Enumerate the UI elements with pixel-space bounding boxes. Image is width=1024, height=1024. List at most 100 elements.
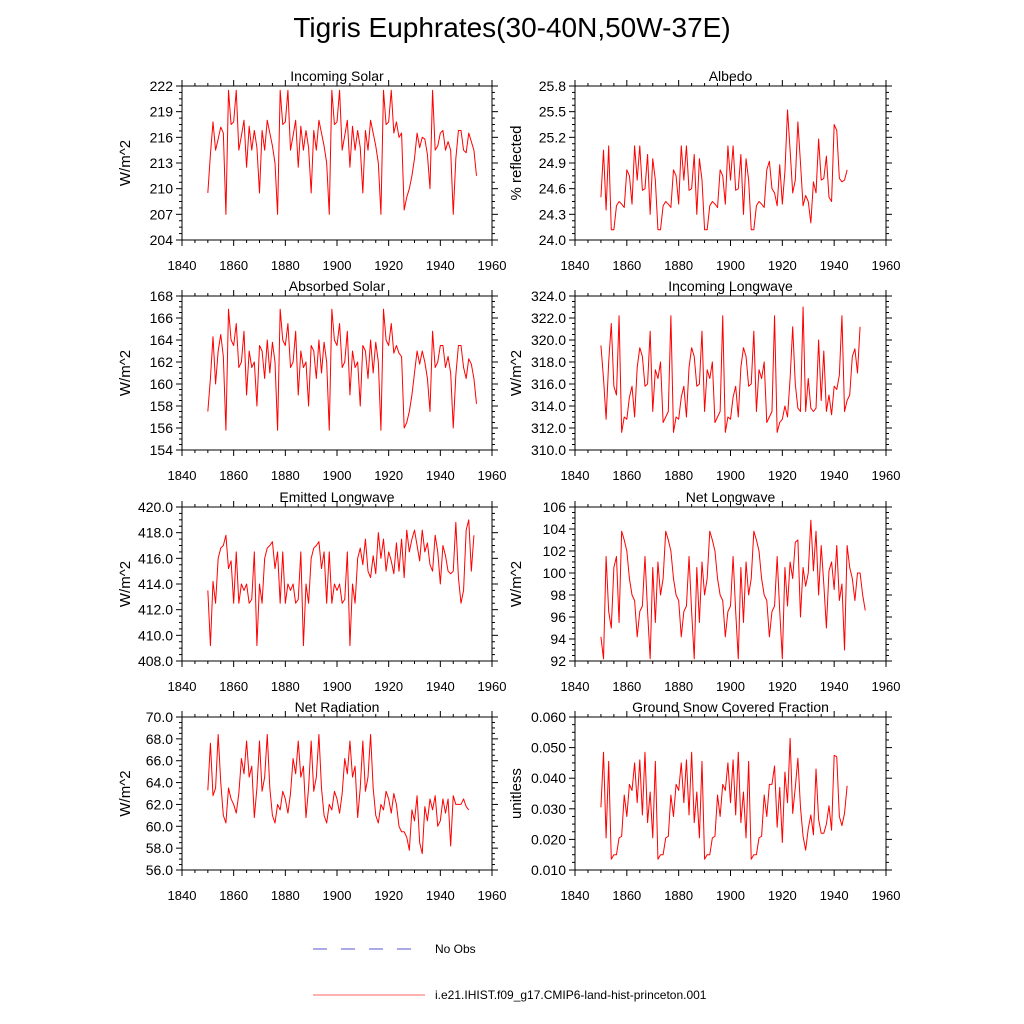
panel-ground-snow-covered-fraction: Ground Snow Covered Fraction unitless 1840…	[508, 699, 900, 903]
y-tick-label: 106	[543, 499, 567, 515]
x-tick-label: 1900	[323, 468, 352, 483]
y-tick-label: 100	[543, 565, 567, 581]
y-tick-label: 24.9	[539, 155, 566, 171]
y-tick-label: 420.0	[138, 499, 173, 515]
plot-frame	[181, 716, 493, 871]
x-tick-label: 1840	[561, 258, 590, 273]
x-tick-label: 1960	[478, 468, 507, 483]
x-tick-label: 1860	[612, 468, 641, 483]
panel-absorbed-solar: Absorbed Solar W/m^2 1840 1860 1880 1900 1920 1…	[117, 278, 506, 483]
legend: No Obs i.e21.IHIST.f09_g17.CMIP6-land-his…	[313, 942, 707, 1002]
x-tick-label: 1960	[478, 258, 507, 273]
series-line	[600, 306, 861, 433]
y-tick-label: 156	[150, 420, 174, 436]
y-tick-label: 0.030	[531, 801, 566, 817]
x-tick-label: 1960	[872, 258, 901, 273]
y-axis-label: unitless	[508, 768, 525, 819]
y-tick-label: 324.0	[531, 288, 566, 304]
x-tick-label: 1920	[768, 468, 797, 483]
series-line	[207, 733, 470, 855]
plot-frame	[181, 295, 493, 451]
x-tick-label: 1880	[664, 679, 693, 694]
y-tick-label: 416.0	[138, 550, 173, 566]
y-tick-label: 56.0	[146, 862, 173, 878]
y-tick-label: 58.0	[146, 840, 173, 856]
x-tick-label: 1900	[323, 258, 352, 273]
y-tick-label: 0.060	[531, 709, 566, 725]
x-tick-label: 1840	[168, 888, 197, 903]
y-tick-label: 222	[150, 78, 174, 94]
y-tick-label: 60.0	[146, 818, 173, 834]
x-tick-label: 1920	[768, 888, 797, 903]
y-tick-label: 412.0	[138, 602, 173, 618]
panel-title: Ground Snow Covered Fraction	[632, 699, 829, 715]
x-tick-label: 1840	[561, 468, 590, 483]
x-tick-label: 1880	[664, 888, 693, 903]
y-tick-label: 25.2	[539, 129, 566, 145]
series-line	[600, 519, 866, 660]
x-tick-label: 1840	[168, 468, 197, 483]
y-tick-label: 164	[150, 332, 174, 348]
y-axis-label: W/m^2	[117, 350, 134, 396]
x-tick-label: 1880	[664, 258, 693, 273]
x-tick-label: 1900	[323, 888, 352, 903]
series-line	[207, 519, 475, 647]
x-tick-label: 1900	[323, 679, 352, 694]
panel-incoming-longwave: Incoming Longwave W/m^2 1840 1860 1880 1900 19…	[508, 278, 900, 483]
y-tick-label: 322.0	[531, 310, 566, 326]
x-tick-label: 1960	[872, 888, 901, 903]
x-tick-label: 1840	[561, 679, 590, 694]
x-tick-label: 1860	[612, 888, 641, 903]
x-tick-label: 1920	[374, 258, 403, 273]
y-axis-label: W/m^2	[508, 561, 525, 607]
y-axis-label: W/m^2	[508, 350, 525, 396]
series-line	[207, 89, 477, 215]
y-tick-label: 68.0	[146, 731, 173, 747]
y-tick-label: 162	[150, 354, 174, 370]
y-tick-label: 160	[150, 376, 174, 392]
y-tick-label: 24.0	[539, 232, 566, 248]
y-tick-label: 154	[150, 442, 174, 458]
x-tick-label: 1900	[716, 258, 745, 273]
y-tick-label: 96	[550, 609, 566, 625]
x-tick-label: 1940	[426, 888, 455, 903]
x-tick-label: 1880	[271, 679, 300, 694]
plot-frame	[574, 85, 887, 241]
y-tick-label: 0.010	[531, 862, 566, 878]
x-tick-label: 1880	[271, 888, 300, 903]
series-line	[600, 109, 848, 231]
legend-label: No Obs	[435, 942, 476, 956]
plot-frame	[574, 716, 887, 871]
y-tick-label: 98	[550, 587, 566, 603]
series-line	[600, 737, 848, 860]
x-tick-label: 1940	[426, 258, 455, 273]
x-tick-label: 1940	[426, 468, 455, 483]
y-tick-label: 410.0	[138, 627, 173, 643]
x-tick-label: 1940	[820, 468, 849, 483]
y-tick-label: 318.0	[531, 354, 566, 370]
y-tick-label: 310.0	[531, 442, 566, 458]
x-tick-label: 1960	[872, 679, 901, 694]
y-tick-label: 213	[150, 155, 174, 171]
y-tick-label: 102	[543, 543, 567, 559]
x-tick-label: 1880	[271, 468, 300, 483]
y-tick-label: 24.3	[539, 206, 566, 222]
x-tick-label: 1860	[219, 468, 248, 483]
x-tick-label: 1940	[426, 679, 455, 694]
y-tick-label: 158	[150, 398, 174, 414]
y-axis-label: W/m^2	[117, 140, 134, 186]
y-tick-label: 0.040	[531, 770, 566, 786]
y-tick-label: 0.020	[531, 831, 566, 847]
y-axis-label: W/m^2	[117, 561, 134, 607]
panel-incoming-solar: Incoming Solar W/m^2 1840 1860 1880 1900 1920 1…	[117, 68, 506, 273]
x-tick-label: 1940	[820, 679, 849, 694]
y-tick-label: 316.0	[531, 376, 566, 392]
y-tick-label: 320.0	[531, 332, 566, 348]
panel-albedo: Albedo % reflected 1840 1860 1880 1900 1920 194…	[508, 68, 900, 273]
x-tick-label: 1860	[612, 258, 641, 273]
y-tick-label: 312.0	[531, 420, 566, 436]
y-tick-label: 166	[150, 310, 174, 326]
x-tick-label: 1960	[478, 888, 507, 903]
